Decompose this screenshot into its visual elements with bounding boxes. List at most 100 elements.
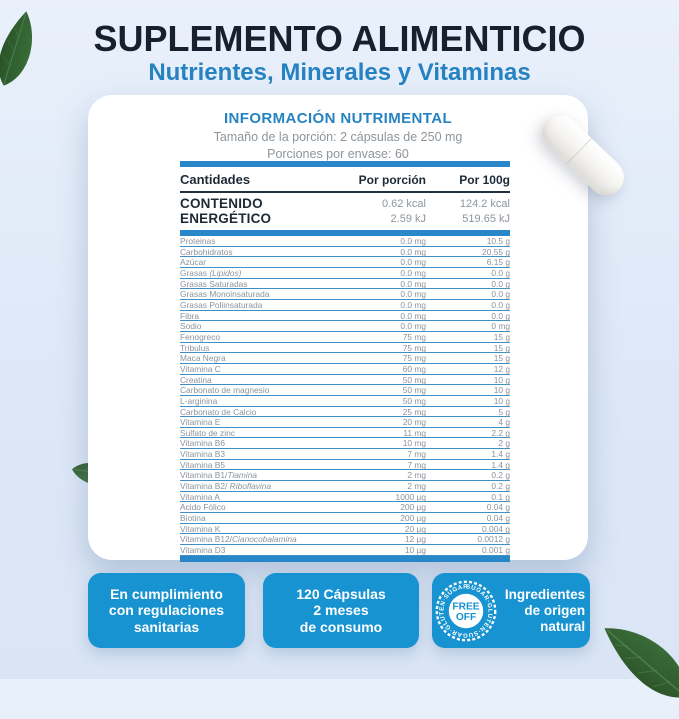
nutrient-label: Grasas (Lipidos) — [180, 267, 242, 278]
nutrient-label: Vitamina B12/Cianocobalamina — [180, 534, 297, 545]
column-header-per-portion: Por porción — [358, 173, 426, 187]
table-row: Tribulus 75 mg 15 g — [180, 343, 510, 354]
per-portion-value: 20 µg — [404, 523, 426, 534]
natural-line2: de origen — [524, 602, 586, 618]
leaf-decoration-bottom-right — [604, 628, 679, 698]
table-row: Vitamina B1/Tiamina 2 mg 0.2 g — [180, 470, 510, 482]
nutrient-label: Proteinas — [180, 236, 216, 246]
compliance-line3: sanitarias — [133, 618, 200, 635]
table-row: Fenogreco 75 mg 15 g — [180, 332, 510, 343]
nutrient-label: Grasas Monoinsaturada — [180, 289, 270, 300]
per-100g-value: 15 g — [493, 331, 510, 342]
capsule-count-badge: 120 Cápsulas 2 meses de consumo — [263, 573, 419, 648]
per-portion-value: 75 mg — [402, 342, 426, 353]
table-header-row: Cantidades Por porción Por 100g — [180, 167, 510, 193]
per-100g-value: 5 g — [498, 406, 510, 417]
table-row: Vitamina E 20 mg 4 g — [180, 417, 510, 428]
nutrient-label: Creatina — [180, 374, 212, 385]
nutrient-label: Vitamina B5 — [180, 459, 226, 470]
per-portion-value: 12 µg — [404, 534, 426, 545]
per-portion-value: 2 mg — [407, 470, 426, 481]
table-row: Grasas (Lipidos) 0.0 mg 0.0 g — [180, 268, 510, 279]
nutrient-label: Vitamina B2/ Riboflavina — [180, 481, 272, 492]
nutrient-label: Vitamina A — [180, 491, 220, 502]
per-100g-value: 10 g — [493, 374, 510, 385]
energy-label-line2: ENERGÉTICO — [180, 210, 272, 226]
per-100g-value: 0.04 g — [486, 513, 510, 524]
per-100g-value: 6.15 g — [486, 257, 510, 268]
nutrient-label: Vitamina B3 — [180, 449, 226, 460]
table-row: Acido Fólico 200 µg 0.04 g — [180, 502, 510, 514]
natural-ingredients-text: Ingredientes de origen natural — [505, 587, 587, 635]
nutrient-rows: Proteinas 0.0 mg 10.5 g Carbohidratos 0.0 mg… — [180, 236, 510, 556]
per-portion-value: 60 mg — [402, 363, 426, 374]
per-100g-value: 10.5 g — [486, 236, 510, 246]
nutrient-label: Vitamina K — [180, 523, 221, 534]
per-100g-value: 12 g — [493, 363, 510, 374]
nutrient-label: Vitamina D3 — [180, 545, 226, 556]
stamp-center-line1: FREE — [452, 601, 479, 612]
energy-content-row: CONTENIDO ENERGÉTICO 0.62 kcal 2.59 kJ 1… — [180, 193, 510, 230]
per-100g-value: 0.04 g — [486, 502, 510, 513]
per-100g-value: 0.001 g — [482, 545, 510, 556]
per-100g-value: 2.2 g — [491, 427, 510, 438]
nutrient-label: Vitamina B6 — [180, 438, 226, 449]
table-mid-bar — [180, 230, 510, 236]
table-row: Vitamina B3 7 mg 1.4 g — [180, 449, 510, 460]
table-row: Vitamina D3 10 µg 0.001 g — [180, 545, 510, 556]
table-row: Proteinas 0.0 mg 10.5 g — [180, 236, 510, 247]
compliance-line2: con regulaciones — [108, 602, 225, 619]
nutrient-label: Fenogreco — [180, 331, 221, 342]
table-row: Grasas Poliinsaturada 0.0 mg 0.0 g — [180, 300, 510, 311]
per-portion-value: 10 µg — [404, 545, 426, 556]
table-row: Biotina 200 µg 0.04 g — [180, 513, 510, 524]
natural-line3: natural — [540, 618, 586, 634]
per-portion-value: 7 mg — [407, 459, 426, 470]
per-portion-value: 75 mg — [402, 331, 426, 342]
nutrient-label: Vitamina E — [180, 417, 221, 428]
free-off-stamp: SUGAR·GLUTEN·SUGAR·GLUTEN·SUGAR·GLUTEN· … — [435, 580, 497, 641]
table-row: Grasas Monoinsaturada 0.0 mg 0.0 g — [180, 289, 510, 300]
per-portion-value: 0.0 mg — [400, 246, 426, 257]
energy-per-portion: 0.62 kcal 2.59 kJ — [330, 197, 426, 226]
nutrition-panel-title: INFORMACIÓN NUTRIMENTAL — [223, 110, 453, 127]
stamp-wrap: SUGAR·GLUTEN·SUGAR·GLUTEN·SUGAR·GLUTEN· … — [435, 580, 497, 642]
page-title: SUPLEMENTO ALIMENTICIO — [93, 18, 586, 59]
table-row: Vitamina B5 7 mg 1.4 g — [180, 460, 510, 471]
per-100g-value: 1.4 g — [491, 459, 510, 470]
per-portion-value: 0.0 mg — [400, 257, 426, 268]
per-100g-value: 0 mg — [491, 321, 510, 332]
nutrient-label: Vitamina B1/Tiamina — [180, 470, 258, 481]
table-row: Creatina 50 mg 10 g — [180, 375, 510, 386]
serving-size-text: Tamaño de la porción: 2 cápsulas de 250 … — [213, 130, 463, 144]
nutrient-label: Sodio — [180, 321, 202, 332]
nutrient-label: Grasas Poliinsaturada — [180, 299, 263, 310]
table-row: Grasas Saturadas 0.0 mg 0.0 g — [180, 279, 510, 290]
table-row: L-arginina 50 mg 10 g — [180, 396, 510, 407]
energy-portion-kcal: 0.62 kcal — [381, 198, 426, 210]
per-portion-value: 0.0 mg — [400, 289, 426, 300]
nutrient-label: Azúcar — [180, 257, 207, 268]
per-portion-value: 50 mg — [402, 374, 426, 385]
nutrition-table: Cantidades Por porción Por 100g CONTENID… — [180, 161, 510, 562]
servings-per-container-text: Porciones por envase: 60 — [267, 147, 409, 161]
energy-portion-kj: 2.59 kJ — [390, 212, 426, 225]
table-row: Fibra 0.0 mg 0.0 g — [180, 311, 510, 322]
natural-line1: Ingredientes — [504, 586, 586, 602]
per-100g-value: 0.0 g — [491, 299, 510, 310]
column-header-quantities: Cantidades — [180, 172, 251, 187]
nutrient-label: Carbonato de magnesio — [180, 385, 270, 396]
table-row: Carbonato de Calcio 25 mg 5 g — [180, 407, 510, 418]
nutrient-label: Vitamina C — [180, 363, 221, 374]
nutrient-label: Acido Fólico — [180, 502, 226, 513]
table-row: Vitamina K 20 µg 0.004 g — [180, 524, 510, 535]
per-100g-value: 0.0 g — [491, 278, 510, 289]
per-100g-value: 0.004 g — [482, 523, 510, 534]
nutrition-facts-card: INFORMACIÓN NUTRIMENTAL Tamaño de la por… — [88, 95, 588, 562]
nutrient-label: Fibra — [180, 310, 200, 321]
per-100g-value: 2 g — [498, 438, 510, 449]
capsule-count-line1: 120 Cápsulas — [296, 585, 386, 602]
nutrient-label: Tribulus — [180, 342, 210, 353]
energy-label: CONTENIDO ENERGÉTICO — [180, 196, 330, 226]
per-portion-value: 50 mg — [402, 395, 426, 406]
